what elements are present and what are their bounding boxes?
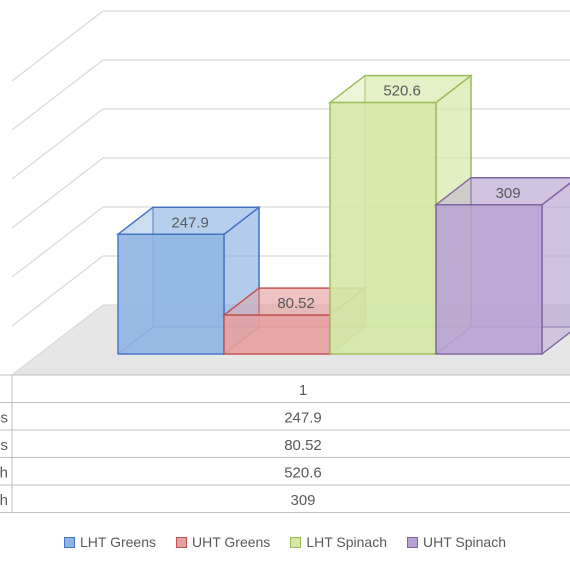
table-cell: 247.9 [284, 410, 322, 427]
legend-swatch [290, 536, 302, 548]
legend-item-uht-spinach: UHT Spinach [407, 534, 506, 550]
bar-front-face [223, 314, 331, 355]
gridline-side [11, 206, 104, 278]
table-row-label: h [0, 465, 8, 482]
gridline-side [11, 255, 104, 327]
data-label: 520.6 [383, 83, 421, 100]
gridline-side [11, 59, 104, 131]
bar-lht-greens: 247.9 [115, 205, 262, 356]
table-row-label: s [1, 410, 9, 427]
table-row-label: s [1, 437, 9, 454]
bar-front-face [329, 101, 437, 355]
legend-item-lht-spinach: LHT Spinach [290, 534, 387, 550]
legend-label: UHT Greens [191, 534, 271, 550]
gridline-side [11, 108, 104, 180]
legend: LHT Greens UHT Greens LHT Spinach UHT Spina… [0, 530, 570, 554]
gridline-side [11, 10, 104, 82]
legend-item-lht-greens: LHT Greens [63, 534, 156, 550]
bar-front-face [117, 233, 225, 355]
legend-label: LHT Greens [79, 534, 156, 550]
legend-item-uht-greens: UHT Greens [175, 534, 271, 550]
table-cell: 309 [290, 492, 315, 509]
legend-swatch [175, 536, 187, 548]
legend-label: UHT Spinach [423, 534, 507, 550]
bar-uht-spinach: 309 [433, 177, 570, 356]
table-header: 1 [299, 382, 307, 399]
legend-label: LHT Spinach [306, 534, 387, 550]
table-row-label: h [0, 492, 8, 509]
data-label: 80.52 [277, 295, 315, 312]
table-cell: 80.52 [284, 437, 322, 454]
bar-side-face [541, 182, 570, 356]
gridline-side [11, 304, 104, 376]
data-table: 1 s 247.9 s 80.52 h 520.6 h 309 [0, 374, 570, 513]
data-label: 309 [496, 185, 521, 202]
legend-swatch [407, 536, 418, 548]
bar-front-face [435, 204, 543, 355]
legend-swatch [63, 536, 75, 548]
data-label: 247.9 [171, 214, 209, 231]
table-cell: 520.6 [284, 465, 322, 482]
bar-lht-spinach: 520.6 [327, 74, 474, 356]
gridline-side [11, 157, 104, 229]
